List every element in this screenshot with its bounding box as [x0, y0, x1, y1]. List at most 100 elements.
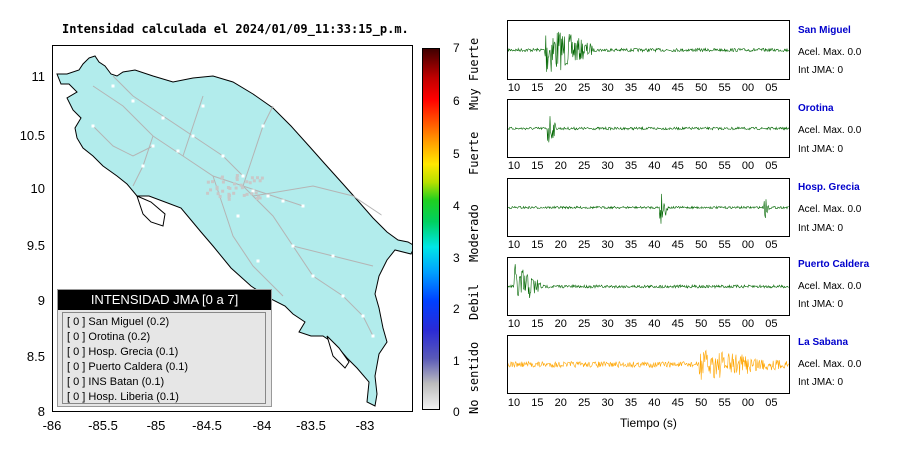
colorbar-tick: 0	[453, 405, 460, 419]
urban-marker	[221, 180, 225, 184]
urban-marker	[252, 179, 256, 183]
station-marker	[281, 199, 285, 203]
map-xtick: -86	[42, 418, 62, 433]
legend-item: [ 0 ] INS Batan (0.1)	[67, 376, 165, 388]
station-marker	[111, 84, 115, 88]
map-ytick: 10	[30, 181, 45, 196]
urban-marker	[227, 197, 231, 201]
legend-item: [ 0 ] Puerto Caldera (0.1)	[67, 361, 189, 373]
category-debil: Debil	[467, 283, 481, 320]
time-tick: 15	[531, 318, 544, 330]
time-tick: 55	[718, 318, 731, 330]
urban-marker	[227, 192, 231, 196]
station-acel: Acel. Max. 0.0	[798, 281, 862, 292]
time-tick: 00	[741, 397, 755, 409]
time-tick: 35	[624, 397, 638, 409]
station-acel: Acel. Max. 0.0	[798, 125, 862, 136]
urban-area	[206, 174, 264, 201]
time-tick: 00	[741, 239, 755, 251]
time-tick: 15	[531, 397, 544, 409]
station-marker	[236, 214, 240, 218]
waveform-line	[507, 264, 789, 299]
urban-marker	[260, 176, 264, 180]
time-tick: 10	[507, 318, 521, 330]
urban-marker	[218, 195, 222, 199]
colorbar-tick: 7	[453, 41, 460, 55]
station-name: Puerto Caldera	[798, 259, 870, 270]
waveform-trace	[507, 264, 789, 299]
station-int: Int JMA: 0	[798, 65, 844, 76]
urban-marker	[239, 183, 243, 187]
time-axis-label: Tiempo (s)	[620, 416, 677, 430]
category-no-sentido: No sentido	[467, 341, 481, 414]
station-marker	[176, 149, 180, 153]
colorbar-tick: 6	[453, 94, 460, 108]
urban-marker	[257, 195, 261, 199]
waveform-trace	[507, 349, 789, 380]
map-xtick: -84.5	[192, 418, 222, 433]
urban-marker	[209, 188, 213, 192]
category-muy-fuerte: Muy Fuerte	[467, 37, 481, 110]
time-tick: 35	[624, 160, 638, 172]
station-marker	[131, 99, 135, 103]
station-marker	[301, 204, 305, 208]
waveform-line	[507, 193, 789, 224]
time-tick: 50	[695, 239, 708, 251]
urban-marker	[232, 191, 236, 195]
urban-marker	[254, 191, 258, 195]
station-marker	[256, 259, 260, 263]
colorbar-tick: 3	[453, 251, 460, 265]
station-int: Int JMA: 0	[798, 377, 844, 388]
station-marker	[371, 334, 375, 338]
page-title: Intensidad calculada el 2024/01/09_11:33…	[62, 22, 409, 36]
urban-marker	[215, 187, 219, 191]
time-tick: 20	[554, 82, 567, 94]
urban-marker	[245, 180, 249, 184]
urban-marker	[206, 180, 210, 184]
time-tick: 15	[531, 239, 544, 251]
station-marker	[241, 174, 245, 178]
waveform-la-sabana	[507, 335, 790, 394]
time-tick: 45	[671, 318, 684, 330]
urban-marker	[226, 186, 230, 190]
time-tick: 40	[648, 318, 661, 330]
urban-marker	[255, 176, 259, 180]
map-ytick: 9	[37, 293, 45, 308]
time-tick: 10	[507, 239, 521, 251]
urban-marker	[232, 182, 236, 186]
station-name: Orotina	[798, 103, 834, 114]
map-xtick: -83	[355, 418, 375, 433]
time-tick: 20	[554, 239, 567, 251]
map-ytick: 8.5	[26, 349, 45, 364]
urban-marker	[234, 186, 238, 190]
time-tick: 05	[765, 239, 778, 251]
station-marker	[266, 194, 270, 198]
waveform-hosp-grecia	[507, 178, 790, 237]
time-tick: 25	[578, 239, 591, 251]
waveform-trace	[507, 116, 790, 143]
legend-item: [ 0 ] Hosp. Grecia (0.1)	[67, 346, 179, 358]
urban-marker	[235, 176, 239, 180]
time-tick: 25	[578, 397, 591, 409]
station-marker	[161, 116, 165, 120]
waveform-trace	[507, 193, 789, 224]
time-tick: 35	[624, 239, 638, 251]
time-tick: 40	[648, 82, 661, 94]
urban-marker	[258, 196, 262, 200]
colorbar-tick: 5	[453, 147, 460, 161]
map-ytick: 9.5	[26, 238, 45, 253]
intensity-legend: INTENSIDAD JMA [0 a 7] [ 0 ] San Miguel …	[57, 289, 272, 407]
time-tick: 25	[578, 318, 591, 330]
map-xtick: -85.5	[88, 418, 118, 433]
time-tick: 40	[648, 239, 661, 251]
waveform-san-miguel	[507, 20, 790, 80]
legend-item: [ 0 ] San Miguel (0.2)	[67, 316, 170, 328]
time-tick: 55	[718, 82, 731, 94]
time-tick: 55	[718, 397, 731, 409]
time-tick: 50	[695, 160, 708, 172]
waveform-line	[507, 31, 790, 72]
time-tick: 20	[554, 160, 567, 172]
station-name: San Miguel	[798, 25, 851, 36]
station-name: Hosp. Grecia	[798, 182, 860, 193]
station-marker	[381, 214, 385, 218]
